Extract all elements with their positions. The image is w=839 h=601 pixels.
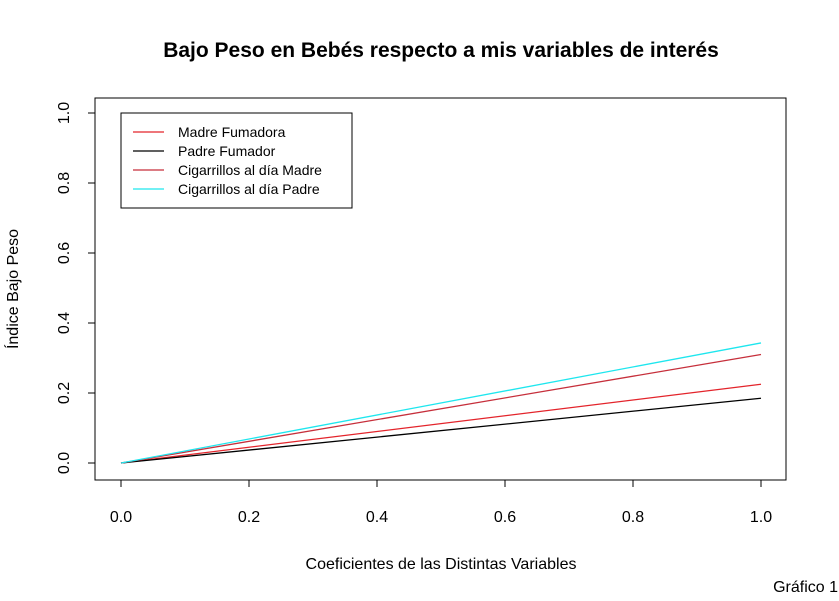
y-tick-label: 0.2 [56, 382, 73, 404]
y-axis: 0.0 0.2 0.4 0.6 0.8 1.0 [56, 102, 96, 474]
y-tick-label: 0.4 [56, 312, 73, 334]
chart-title: Bajo Peso en Bebés respecto a mis variab… [163, 39, 719, 62]
series-line [120, 342, 762, 464]
figure-caption: Gráfico 1 [773, 579, 838, 596]
x-tick-label: 0.4 [366, 509, 388, 526]
x-tick-label: 0.6 [494, 509, 516, 526]
series-line [120, 383, 762, 464]
x-axis: 0.0 0.2 0.4 0.6 0.8 1.0 [110, 479, 772, 526]
y-tick-label: 0.0 [56, 452, 73, 474]
series-line [120, 353, 762, 464]
y-tick-label: 1.0 [56, 102, 73, 124]
series-lines [120, 342, 762, 464]
x-axis-label: Coeficientes de las Distintas Variables [306, 556, 577, 573]
x-tick-label: 0.8 [622, 509, 644, 526]
y-tick-label: 0.8 [56, 172, 73, 194]
legend-entry: Cigarrillos al día Madre [178, 162, 322, 178]
legend-box [120, 112, 353, 209]
legend: Madre Fumadora Padre Fumador Cigarrillos a… [120, 112, 353, 209]
legend-entry: Madre Fumadora [178, 124, 286, 140]
y-tick-label: 0.6 [56, 242, 73, 264]
legend-entry: Cigarrillos al día Padre [178, 181, 320, 197]
legend-entry: Padre Fumador [178, 143, 276, 159]
x-tick-label: 1.0 [750, 509, 772, 526]
series-line [120, 397, 762, 464]
x-tick-label: 0.2 [238, 509, 260, 526]
y-axis-label: Índice Bajo Peso [3, 229, 22, 349]
x-tick-label: 0.0 [110, 509, 132, 526]
